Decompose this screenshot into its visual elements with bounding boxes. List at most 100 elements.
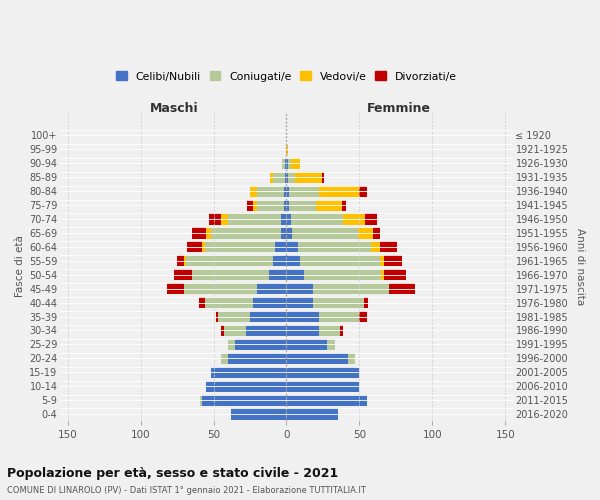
Bar xyxy=(316,200,342,210)
Bar xyxy=(285,158,286,169)
Legend: Celibi/Nubili, Coniugati/e, Vedovi/e, Divorziati/e: Celibi/Nubili, Coniugati/e, Vedovi/e, Di… xyxy=(114,69,459,84)
Bar xyxy=(186,255,274,266)
Bar xyxy=(288,172,295,183)
Bar xyxy=(269,269,286,280)
Bar xyxy=(174,269,191,280)
Bar xyxy=(342,200,346,210)
Bar xyxy=(286,283,313,294)
Bar xyxy=(221,352,228,364)
Bar xyxy=(295,172,322,183)
Bar xyxy=(299,255,380,266)
Bar xyxy=(257,283,286,294)
Bar xyxy=(282,158,285,169)
Bar xyxy=(284,200,286,210)
Bar xyxy=(224,325,245,336)
Bar xyxy=(298,242,371,252)
Bar xyxy=(209,214,221,224)
Bar xyxy=(187,242,202,252)
Bar xyxy=(328,339,335,350)
Bar xyxy=(292,228,358,238)
Bar xyxy=(250,311,286,322)
Bar xyxy=(217,311,218,322)
Text: Maschi: Maschi xyxy=(150,102,199,115)
Bar xyxy=(286,408,338,420)
Bar xyxy=(384,269,406,280)
Bar xyxy=(228,339,235,350)
Bar xyxy=(235,339,286,350)
Bar xyxy=(245,325,286,336)
Bar xyxy=(228,214,281,224)
Bar xyxy=(191,269,269,280)
Bar xyxy=(281,214,286,224)
Bar xyxy=(167,283,184,294)
Text: Femmine: Femmine xyxy=(367,102,431,115)
Bar xyxy=(286,339,328,350)
Bar xyxy=(364,297,368,308)
Bar xyxy=(380,255,384,266)
Bar xyxy=(286,311,319,322)
Bar xyxy=(286,394,367,406)
Bar xyxy=(218,311,250,322)
Bar xyxy=(281,228,286,238)
Bar xyxy=(359,186,367,196)
Bar xyxy=(291,158,299,169)
Bar xyxy=(250,186,257,196)
Bar xyxy=(343,214,365,224)
Bar xyxy=(286,352,348,364)
Bar xyxy=(322,172,325,183)
Bar xyxy=(257,200,284,210)
Bar xyxy=(274,172,285,183)
Bar xyxy=(286,269,304,280)
Bar xyxy=(184,255,186,266)
Bar xyxy=(184,283,257,294)
Bar xyxy=(253,200,257,210)
Bar xyxy=(202,394,286,406)
Bar xyxy=(221,214,228,224)
Bar xyxy=(247,200,253,210)
Bar xyxy=(340,325,343,336)
Bar xyxy=(289,186,319,196)
Bar xyxy=(365,214,377,224)
Bar xyxy=(286,255,299,266)
Bar xyxy=(205,242,275,252)
Bar xyxy=(286,214,291,224)
Bar xyxy=(274,255,286,266)
Bar xyxy=(271,172,274,183)
Bar xyxy=(206,380,286,392)
Bar xyxy=(389,283,415,294)
Bar xyxy=(384,255,402,266)
Bar xyxy=(257,186,284,196)
Bar xyxy=(286,325,319,336)
Bar xyxy=(289,200,316,210)
Bar xyxy=(286,297,313,308)
Bar xyxy=(304,269,382,280)
Y-axis label: Anni di nascita: Anni di nascita xyxy=(575,228,585,305)
Bar xyxy=(286,366,359,378)
Bar xyxy=(359,311,367,322)
Bar xyxy=(231,408,286,420)
Bar xyxy=(191,228,206,238)
Text: Popolazione per età, sesso e stato civile - 2021: Popolazione per età, sesso e stato civil… xyxy=(7,466,338,479)
Bar xyxy=(373,228,380,238)
Bar xyxy=(253,297,286,308)
Bar xyxy=(211,228,281,238)
Bar xyxy=(319,311,359,322)
Bar xyxy=(206,228,211,238)
Bar xyxy=(348,352,355,364)
Bar xyxy=(382,269,384,280)
Bar xyxy=(286,144,288,155)
Bar xyxy=(380,242,397,252)
Bar xyxy=(288,158,291,169)
Bar xyxy=(286,228,292,238)
Bar xyxy=(275,242,286,252)
Bar xyxy=(228,352,286,364)
Bar xyxy=(286,158,288,169)
Bar xyxy=(286,186,289,196)
Bar xyxy=(200,394,202,406)
Bar xyxy=(202,242,205,252)
Y-axis label: Fasce di età: Fasce di età xyxy=(15,236,25,298)
Bar xyxy=(313,297,364,308)
Bar xyxy=(177,255,184,266)
Bar xyxy=(286,200,289,210)
Bar xyxy=(313,283,389,294)
